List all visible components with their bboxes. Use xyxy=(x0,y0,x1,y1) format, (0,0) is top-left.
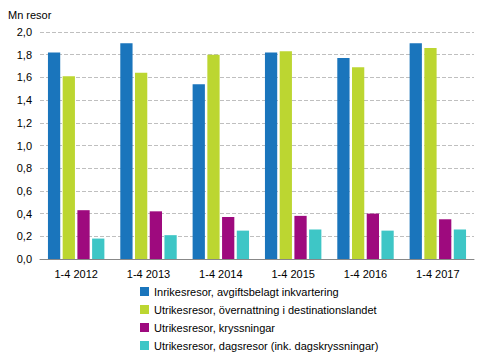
svg-text:1-4 2015: 1-4 2015 xyxy=(271,268,314,280)
svg-text:0,4: 0,4 xyxy=(17,208,32,220)
svg-text:Utrikesresor, dagsresor (ink.: Utrikesresor, dagsresor (ink. dagskryssn… xyxy=(154,340,378,352)
svg-text:1-4 2017: 1-4 2017 xyxy=(416,268,459,280)
svg-text:1,4: 1,4 xyxy=(17,94,32,106)
svg-text:1,6: 1,6 xyxy=(17,71,32,83)
svg-text:0,0: 0,0 xyxy=(17,253,32,265)
svg-text:0,6: 0,6 xyxy=(17,185,32,197)
svg-text:0,2: 0,2 xyxy=(17,230,32,242)
svg-text:Mn resor: Mn resor xyxy=(8,9,52,21)
svg-text:1,8: 1,8 xyxy=(17,49,32,61)
svg-text:1-4 2014: 1-4 2014 xyxy=(199,268,242,280)
svg-text:1-4 2012: 1-4 2012 xyxy=(54,268,97,280)
svg-text:1-4 2016: 1-4 2016 xyxy=(344,268,387,280)
svg-text:Inrikesresor, avgiftsbelagt in: Inrikesresor, avgiftsbelagt inkvartering xyxy=(154,286,339,298)
svg-text:1,0: 1,0 xyxy=(17,140,32,152)
svg-text:1,2: 1,2 xyxy=(17,117,32,129)
svg-text:Utrikesresor, kryssningar: Utrikesresor, kryssningar xyxy=(154,322,275,334)
svg-text:2,0: 2,0 xyxy=(17,26,32,38)
svg-text:0,8: 0,8 xyxy=(17,162,32,174)
svg-text:1-4 2013: 1-4 2013 xyxy=(127,268,170,280)
svg-text:Utrikesresor, övernattning i d: Utrikesresor, övernattning i destination… xyxy=(154,304,377,316)
